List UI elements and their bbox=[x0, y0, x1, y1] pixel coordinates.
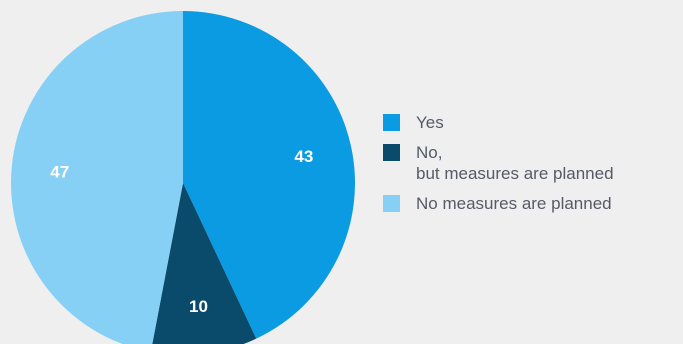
legend-item-yes: Yes bbox=[383, 112, 614, 133]
pie-slice-no-measures bbox=[11, 11, 183, 344]
legend: Yes No, but measures are planned No meas… bbox=[383, 112, 614, 214]
legend-item-no-planned: No, but measures are planned bbox=[383, 142, 614, 184]
legend-swatch-yes bbox=[383, 114, 400, 131]
legend-item-no-measures: No measures are planned bbox=[383, 193, 614, 214]
legend-swatch-no-planned bbox=[383, 144, 400, 161]
pie-label-no-measures: 47 bbox=[50, 162, 69, 181]
legend-label-yes: Yes bbox=[416, 112, 614, 133]
legend-label-no-measures: No measures are planned bbox=[416, 193, 614, 214]
legend-swatch-no-measures bbox=[383, 195, 400, 212]
pie-label-yes: 43 bbox=[294, 147, 313, 166]
pie-label-no-planned: 10 bbox=[189, 297, 208, 316]
legend-label-no-planned: No, but measures are planned bbox=[416, 142, 614, 184]
